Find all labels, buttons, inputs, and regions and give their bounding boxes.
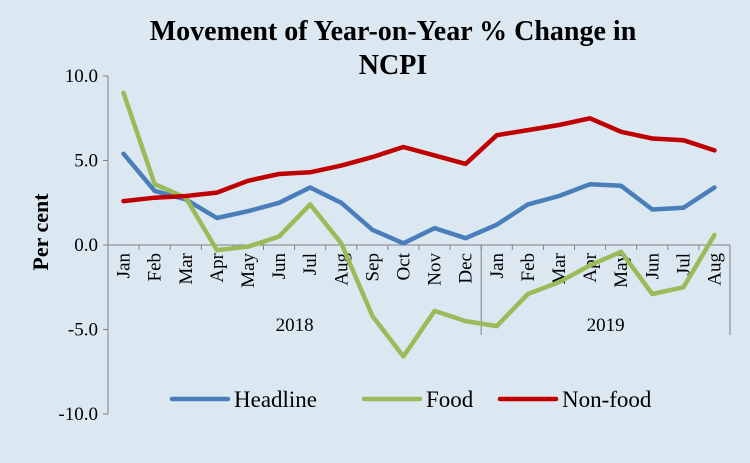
y-axis-title: Per cent: [28, 193, 53, 271]
legend-label-non-food: Non-food: [562, 387, 652, 412]
x-category-label: Nov: [425, 253, 446, 286]
x-category-label: Jun: [642, 253, 663, 280]
series-line-food: [121, 90, 717, 359]
y-tick-label: 10.0: [65, 66, 98, 87]
chart-title-line-2: NCPI: [359, 50, 427, 81]
x-category-label: Jul: [673, 253, 694, 275]
y-tick-label: -10.0: [58, 404, 98, 425]
legend-label-headline: Headline: [234, 387, 317, 412]
x-category-label: Feb: [145, 253, 166, 282]
x-category-label: May: [238, 253, 259, 288]
x-category-label: Feb: [518, 253, 539, 282]
y-tick-label: -5.0: [68, 320, 98, 341]
chart-title-line-1: Movement of Year-on-Year % Change in: [150, 16, 637, 47]
series-line-non-food: [121, 116, 717, 204]
x-category-label: Jul: [300, 253, 321, 275]
legend: Headline Food Non-food: [169, 387, 652, 412]
series-line-headline: [121, 151, 717, 246]
x-category-label: Jan: [487, 253, 508, 279]
year-group-label: 2019: [587, 315, 625, 336]
year-group-label: 2018: [276, 315, 314, 336]
x-category-label: May: [611, 253, 632, 288]
x-category-label: Oct: [393, 252, 414, 280]
axes-layer: 10.0 5.0 0.0 -5.0 -10.0 Jan Feb Mar Apr May Jun Jul…: [58, 66, 731, 425]
x-category-label: Mar: [176, 252, 197, 284]
y-tick-label: 5.0: [74, 151, 98, 172]
x-category-label: Dec: [456, 253, 477, 284]
x-category-label: Sep: [362, 253, 383, 282]
legend-label-food: Food: [426, 387, 474, 412]
x-category-label: Aug: [704, 253, 725, 286]
x-category-label: Jan: [114, 253, 135, 279]
x-category-label: Jun: [269, 253, 290, 280]
series-layer: [121, 90, 717, 359]
y-tick-label: 0.0: [74, 235, 98, 256]
x-category-label: Apr: [207, 252, 228, 282]
